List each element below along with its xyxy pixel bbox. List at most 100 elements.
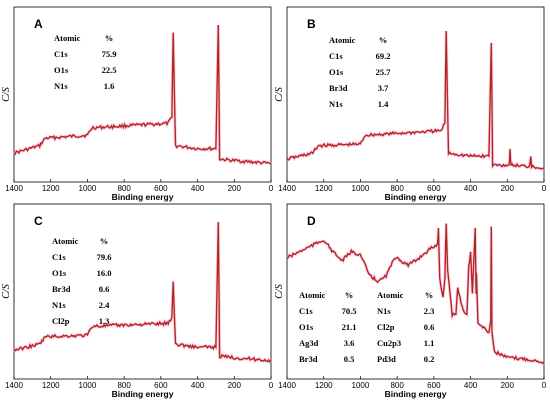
- x-tick-label: 1200: [315, 381, 333, 390]
- table-element-label: N1s: [52, 300, 66, 310]
- table-element-value: 25.7: [376, 67, 392, 77]
- x-tick-label: 400: [464, 381, 478, 390]
- y-axis-title: C/S: [1, 284, 12, 298]
- table-element-label: O1s: [299, 322, 314, 332]
- table-element-label: N1s: [329, 99, 343, 109]
- atomic-composition-table: Atomic % C1s 75.9 O1s 22.5 N1s 1.6: [54, 33, 116, 91]
- table-element-label: C1s: [52, 252, 66, 262]
- x-axis-title: Binding energy: [385, 192, 447, 202]
- spectrum-noise-line: [286, 30, 545, 170]
- table-element-value: 0.6: [99, 284, 110, 294]
- table-header-percent: %: [105, 33, 114, 43]
- table-header-atomic: Atomic: [52, 236, 79, 246]
- x-axis-title: Binding energy: [112, 192, 174, 202]
- table-element-value: 1.6: [104, 81, 115, 91]
- x-tick-label: 1400: [5, 184, 23, 193]
- spectrum-line: [286, 30, 545, 170]
- plot-frame: [286, 203, 545, 380]
- x-tick-label: 1200: [42, 381, 60, 390]
- x-tick-label: 1000: [79, 184, 97, 193]
- table-element-value: 1.4: [378, 99, 389, 109]
- panel-letter: A: [34, 17, 43, 31]
- spectrum-line: [13, 221, 272, 363]
- table-element-label: N1s: [377, 306, 391, 316]
- chart-panel-A: 1400 1200 1000 800 600 400 200 0 Binding energy C…: [1, 6, 274, 202]
- table-element-value: 70.5: [342, 306, 357, 316]
- table-element-value: 3.6: [344, 338, 355, 348]
- table-element-value: 79.6: [97, 252, 112, 262]
- table-element-label: Cl2p: [52, 316, 70, 326]
- atomic-composition-table: Atomic % C1s 70.5 O1s 21.1 Ag3d 3.6 Br3d 0.5 Atomi…: [299, 290, 434, 364]
- table-element-label: Ag3d: [299, 338, 319, 348]
- x-tick-label: 600: [154, 381, 168, 390]
- table-element-value: 69.2: [376, 51, 391, 61]
- x-tick-label: 800: [117, 184, 131, 193]
- table-element-label: Cl2p: [377, 322, 395, 332]
- table-element-value: 2.3: [424, 306, 435, 316]
- plot-frame: [286, 6, 545, 183]
- x-tick-label: 600: [427, 381, 441, 390]
- table-header-percent: %: [425, 290, 434, 300]
- table-element-value: 16.0: [97, 268, 112, 278]
- x-tick-label: 1000: [352, 381, 370, 390]
- table-header-atomic: Atomic: [299, 290, 326, 300]
- spectrum-halo: [286, 223, 546, 366]
- x-tick-label: 1000: [352, 184, 370, 193]
- plot-frame: [13, 203, 272, 380]
- table-element-label: O1s: [329, 67, 344, 77]
- x-axis-title: Binding energy: [112, 389, 174, 399]
- table-element-label: Cu2p3: [377, 338, 401, 348]
- spectrum-line: [13, 24, 272, 165]
- panel-letter: D: [307, 214, 316, 228]
- table-header-atomic: Atomic: [54, 33, 81, 43]
- x-tick-label: 600: [154, 184, 168, 193]
- table-element-label: Br3d: [52, 284, 71, 294]
- spectrum-noise-line: [13, 24, 272, 165]
- y-axis-title: C/S: [1, 87, 12, 101]
- x-tick-label: 200: [501, 184, 515, 193]
- x-tick-label: 0: [269, 184, 274, 193]
- table-element-label: O1s: [52, 268, 67, 278]
- x-tick-label: 400: [191, 381, 205, 390]
- x-tick-label: 0: [269, 381, 274, 390]
- table-header-atomic: Atomic: [377, 290, 404, 300]
- table-element-value: 75.9: [102, 49, 117, 59]
- table-element-label: Br3d: [299, 354, 318, 364]
- spectrum-line: [286, 223, 545, 364]
- x-tick-label: 1400: [278, 184, 296, 193]
- table-element-label: Br3d: [329, 83, 348, 93]
- x-tick-label: 0: [542, 184, 547, 193]
- x-tick-label: 1400: [5, 381, 23, 390]
- table-element-value: 22.5: [102, 65, 117, 75]
- x-tick-label: 1200: [42, 184, 60, 193]
- table-header-percent: %: [100, 236, 109, 246]
- atomic-composition-table: Atomic % C1s 69.2 O1s 25.7 Br3d 3.7 N1s 1.4: [329, 35, 391, 109]
- table-element-value: 3.7: [378, 83, 389, 93]
- x-tick-label: 200: [228, 184, 242, 193]
- table-element-label: N1s: [54, 81, 68, 91]
- y-axis-title: C/S: [274, 87, 285, 101]
- x-tick-label: 1200: [315, 184, 333, 193]
- x-tick-label: 1000: [79, 381, 97, 390]
- x-tick-label: 800: [117, 381, 131, 390]
- table-header-percent: %: [345, 290, 354, 300]
- x-tick-label: 400: [464, 184, 478, 193]
- table-header-atomic: Atomic: [329, 35, 356, 45]
- table-header-percent: %: [379, 35, 388, 45]
- plot-frame: [13, 6, 272, 183]
- table-element-value: 0.5: [344, 354, 355, 364]
- x-tick-label: 0: [542, 381, 547, 390]
- panel-letter: C: [34, 214, 43, 228]
- spectrum-halo: [285, 30, 545, 173]
- spectrum-halo: [13, 24, 272, 167]
- table-element-value: 2.4: [99, 300, 110, 310]
- x-tick-label: 400: [191, 184, 205, 193]
- x-tick-label: 800: [390, 381, 404, 390]
- table-element-label: C1s: [54, 49, 68, 59]
- chart-panel-B: 1400 1200 1000 800 600 400 200 0 Binding energy C…: [274, 6, 547, 202]
- table-element-label: Pd3d: [377, 354, 396, 364]
- table-element-label: C1s: [329, 51, 343, 61]
- x-tick-label: 200: [228, 381, 242, 390]
- y-axis-title: C/S: [274, 284, 285, 298]
